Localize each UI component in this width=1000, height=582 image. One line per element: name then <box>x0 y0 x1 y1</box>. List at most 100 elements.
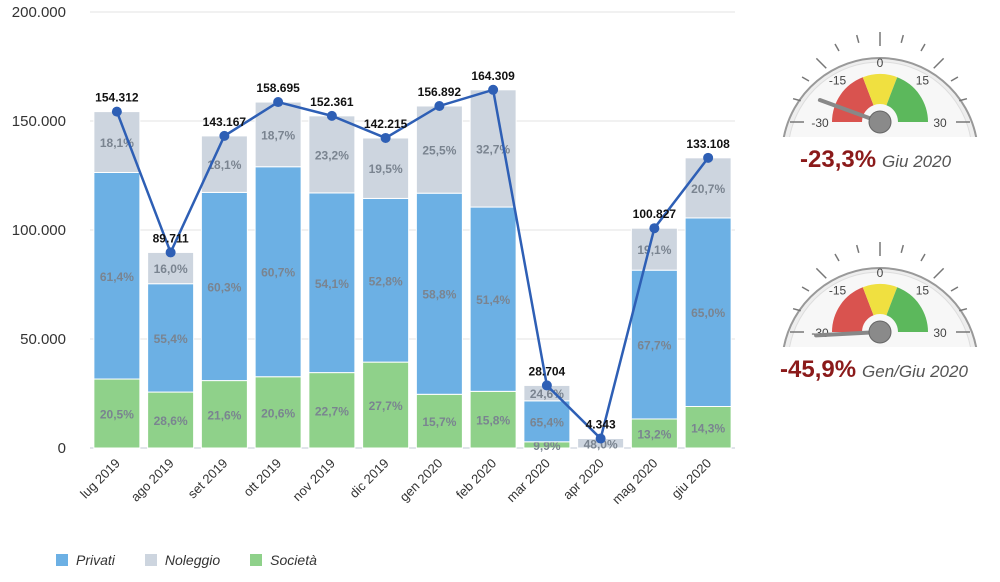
gauge-tick <box>855 34 860 43</box>
x-tick-label: mag 2020 <box>609 456 660 507</box>
gauge-hub <box>868 110 892 134</box>
bar-segment-società <box>200 380 248 449</box>
total-value-label: 164.309 <box>471 69 515 83</box>
bar-share-label: 21,6% <box>207 408 241 422</box>
gauge-tick <box>801 76 810 82</box>
x-tick-label: ago 2019 <box>128 456 177 505</box>
total-point <box>434 100 445 111</box>
bar-segment-noleggio <box>93 111 141 173</box>
total-point <box>219 130 230 141</box>
gauge-monthly-period: Giu 2020 <box>882 152 952 171</box>
legend-swatch <box>250 554 263 566</box>
bar-segment-società <box>415 393 463 449</box>
gauge-tick-label: -15 <box>829 74 847 88</box>
bar-segment-società <box>684 406 732 449</box>
gauge-band-yellow <box>862 74 898 106</box>
gauge-cumulative-percent: -45,9% <box>780 356 857 383</box>
gauge-band-green <box>886 77 928 122</box>
bar-share-label: 22,7% <box>315 404 349 418</box>
bar-segment-società <box>469 390 517 449</box>
gauge-tick <box>815 267 827 279</box>
bar-segment-privati <box>684 217 732 408</box>
x-tick-label: lug 2019 <box>77 456 123 502</box>
legend-item-privati[interactable]: Privati <box>56 552 115 568</box>
bar-segment-società <box>308 372 356 449</box>
bar-share-label: 32,7% <box>476 142 510 156</box>
legend-item-noleggio[interactable]: Noleggio <box>144 552 221 568</box>
gauge-band-red <box>832 287 874 332</box>
total-value-label: 4.343 <box>586 418 616 432</box>
gauge-tick-label: -30 <box>811 116 829 130</box>
bar-segment-privati <box>630 269 678 420</box>
gauge-tick <box>815 57 827 69</box>
bar-segment-privati <box>362 197 410 363</box>
bar-segment-noleggio <box>200 135 248 193</box>
bar-segment-noleggio <box>415 105 463 194</box>
y-tick-label: 100.000 <box>12 222 66 239</box>
bar-segment-privati <box>93 171 141 380</box>
legend-label: Noleggio <box>164 552 221 568</box>
total-value-label: 28.704 <box>529 364 566 378</box>
gauge-tick <box>801 286 810 292</box>
gauge-tick-label: 30 <box>933 116 947 130</box>
legend-item-societa[interactable]: Società <box>250 552 317 568</box>
legend-label: Privati <box>76 552 115 568</box>
total-point <box>380 132 391 143</box>
gauge-cumulative-period: Gen/Giu 2020 <box>862 362 968 381</box>
bar-share-label: 55,4% <box>154 332 188 346</box>
total-point <box>326 110 337 121</box>
total-point <box>649 223 660 234</box>
gauge-tick-label: 0 <box>877 266 884 280</box>
x-tick-label: dic 2019 <box>346 456 391 501</box>
gauge-dial-icon: -30 -15 0 15 30 <box>782 32 978 141</box>
bar-share-label: 58,8% <box>422 288 456 302</box>
bar-share-label: 13,2% <box>637 427 671 441</box>
bar-share-label: 28,6% <box>154 414 188 428</box>
gauge-band-green <box>886 287 928 332</box>
x-tick-label: set 2019 <box>185 456 231 502</box>
total-value-label: 142.215 <box>364 117 408 131</box>
x-tick-label: giu 2020 <box>668 456 714 502</box>
bar-line-chart: 0 50.000 100.000 150.000 200.000 20,5% 61,4% 18… <box>12 4 735 507</box>
gauge-band-red <box>832 77 874 122</box>
bar-share-label: 19,1% <box>637 243 671 257</box>
bar-share-label: 15,8% <box>476 414 510 428</box>
bar-share-label: 65,4% <box>530 415 564 429</box>
bar-share-label: 18,1% <box>100 136 134 150</box>
bar-share-label: 20,5% <box>100 408 134 422</box>
gauge-tick <box>792 97 801 102</box>
gauge-tick <box>920 253 926 262</box>
gauge-monthly: -30 -15 0 15 30 <box>780 12 980 142</box>
x-tick-label: apr 2020 <box>560 456 607 503</box>
gauge-tick <box>959 307 968 312</box>
bar-share-label: 25,5% <box>422 144 456 158</box>
bar-share-label: 48,0% <box>584 437 618 451</box>
bar-segment-società <box>362 361 410 449</box>
bar-share-label: 18,7% <box>261 128 295 142</box>
gauge-tick <box>855 244 860 253</box>
bar-share-label: 20,7% <box>691 182 725 196</box>
gauge-tick-label: 15 <box>916 74 930 88</box>
total-value-label: 100.827 <box>633 207 677 221</box>
gauge-tick <box>933 57 945 69</box>
total-point <box>111 106 122 117</box>
gauge-tick-label: -15 <box>829 284 847 298</box>
bar-segment-noleggio <box>308 115 356 194</box>
total-value-label: 133.108 <box>686 137 730 151</box>
total-point <box>541 380 552 391</box>
bar-segment-privati <box>523 400 571 443</box>
bar-segment-privati <box>469 206 517 392</box>
x-tick-label: mar 2020 <box>504 456 553 505</box>
gauge-tick <box>834 43 840 52</box>
gauge-tick-label: 15 <box>916 284 930 298</box>
bar-share-label: 23,2% <box>315 148 349 162</box>
y-tick-label: 50.000 <box>20 331 66 348</box>
bar-share-label: 19,5% <box>369 162 403 176</box>
gauge-tick <box>834 253 840 262</box>
gauge-tick-label: 30 <box>933 326 947 340</box>
gauge-tick <box>950 286 959 292</box>
gauge-band-yellow <box>862 284 898 316</box>
bar-share-label: 20,6% <box>261 406 295 420</box>
gauge-tick <box>933 267 945 279</box>
total-point <box>165 247 176 258</box>
